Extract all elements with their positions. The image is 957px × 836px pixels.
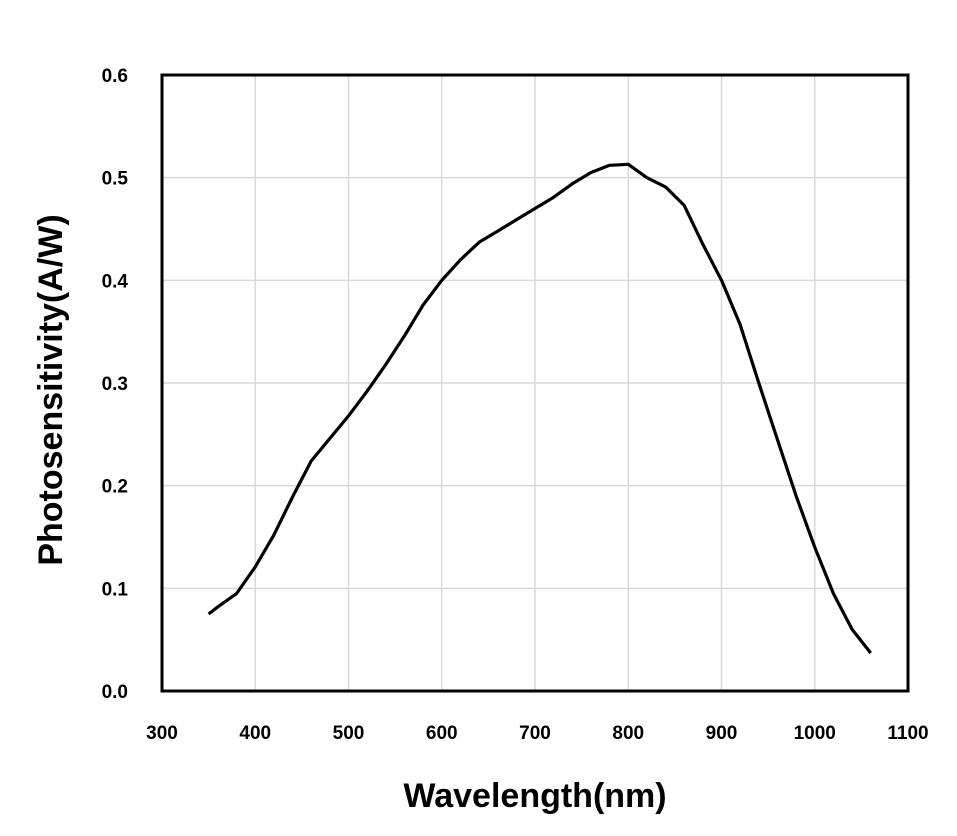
y-tick-label: 0.5 [102, 169, 129, 190]
x-tick-label: 900 [706, 723, 738, 744]
x-axis-title: Wavelength(nm) [403, 777, 666, 815]
y-tick-label: 0.1 [102, 579, 129, 600]
x-tick-label: 800 [612, 723, 644, 744]
x-tick-label: 300 [146, 723, 178, 744]
y-axis-title: Photosensitivity(A/W) [32, 214, 70, 565]
y-tick-label: 0.3 [102, 374, 128, 395]
grid [161, 74, 909, 692]
x-tick-label: 500 [333, 723, 365, 744]
y-tick-label: 0.6 [102, 66, 128, 87]
photosensitivity-line [207, 162, 872, 654]
plot-frame [160, 73, 910, 693]
x-tick-label: 600 [426, 723, 458, 744]
x-tick-label: 1000 [794, 723, 836, 744]
series-layer [207, 162, 872, 654]
y-tick-label: 0.4 [102, 271, 129, 292]
x-tick-label: 400 [239, 723, 271, 744]
y-tick-label: 0.2 [102, 477, 128, 498]
y-tick-labels: 0.0 0.1 0.2 0.3 0.4 0.5 0.6 [102, 66, 129, 703]
x-tick-label: 700 [519, 723, 551, 744]
x-tick-label: 1100 [887, 723, 928, 744]
y-tick-label: 0.0 [102, 682, 128, 703]
x-tick-labels: 300 400 500 600 700 800 900 1000 1100 [146, 723, 928, 744]
